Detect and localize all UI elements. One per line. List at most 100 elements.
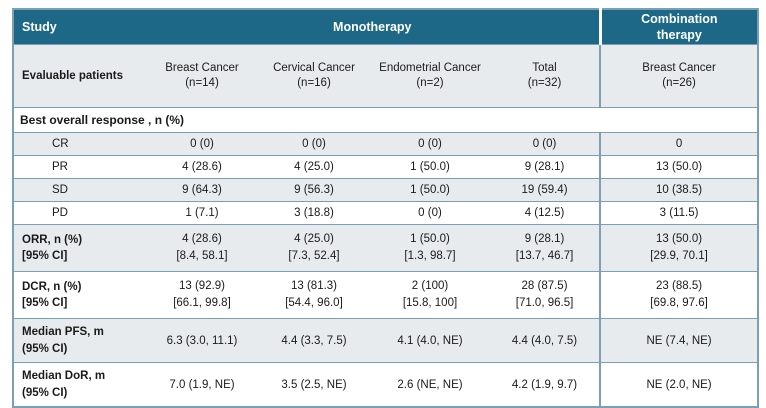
header-combination-therapy: Combination therapy xyxy=(598,9,759,45)
row-label: PD xyxy=(13,201,146,225)
cell-pd-breast-mono: 1 (7.1) xyxy=(146,201,258,225)
col-n: (n=26) xyxy=(662,77,696,89)
dcr-label: DCR, n (%) [95% CI] xyxy=(13,271,146,319)
value: 4 (25.0) xyxy=(294,233,334,246)
cell-pd-combo: 3 (11.5) xyxy=(599,201,759,225)
col-name: Breast Cancer xyxy=(165,62,239,75)
cell-pr-total: 9 (28.1) xyxy=(490,155,601,179)
cell-dcr-cervical: 13 (81.3) [54.4, 96.0] xyxy=(258,271,370,319)
col-n: (n=2) xyxy=(416,77,444,89)
evaluable-patients-row: Evaluable patients Breast Cancer (n=14) … xyxy=(13,44,759,108)
cell-dcr-breast-mono: 13 (92.9) [66.1, 99.8] xyxy=(146,271,258,319)
median-dor-label-line1: Median DoR, m xyxy=(22,370,106,383)
ci: [13.7, 46.7] xyxy=(515,250,574,262)
cell-sd-endometrial: 1 (50.0) xyxy=(370,178,490,202)
evaluable-patients-label: Evaluable patients xyxy=(13,44,146,108)
median-dor-label: Median DoR, m (95% CI) xyxy=(13,362,146,407)
row-pr: PR 4 (28.6) 4 (25.0) 1 (50.0) 9 (28.1) 1… xyxy=(13,155,759,179)
orr-label: ORR, n (%) [95% CI] xyxy=(13,224,146,272)
col-n: (n=32) xyxy=(527,77,562,89)
median-pfs-label-line2: (95% CI) xyxy=(22,342,68,355)
col-n: (n=16) xyxy=(297,77,331,89)
row-label: PR xyxy=(13,155,146,179)
cell-pr-cervical: 4 (25.0) xyxy=(258,155,370,179)
cell-cr-combo: 0 xyxy=(599,132,759,156)
ci: [7.3, 52.4] xyxy=(288,250,340,262)
cell-dcr-combo: 23 (88.5) [69.8, 97.6] xyxy=(599,271,759,319)
cell-cr-cervical: 0 (0) xyxy=(258,132,370,156)
table-header-row: Study Monotherapy Combination therapy xyxy=(13,9,759,45)
cell-pfs-breast-mono: 6.3 (3.0, 11.1) xyxy=(146,318,258,363)
section-row: Best overall response , n (%) xyxy=(13,107,759,133)
cell-pr-combo: 13 (50.0) xyxy=(599,155,759,179)
combination-therapy-label: Combination therapy xyxy=(641,11,718,42)
ci: [66.1, 99.8] xyxy=(173,297,231,309)
cell-dor-combo: NE (2.0, NE) xyxy=(599,362,759,407)
value: 13 (92.9) xyxy=(178,280,226,293)
cell-orr-breast-mono: 4 (28.6) [8.4, 58.1] xyxy=(146,224,258,272)
value: 1 (50.0) xyxy=(410,233,450,246)
col-header-endometrial-cancer: Endometrial Cancer (n=2) xyxy=(370,44,490,108)
cell-cr-total: 0 (0) xyxy=(490,132,601,156)
value: 13 (50.0) xyxy=(656,233,703,246)
col-name: Endometrial Cancer xyxy=(379,62,481,75)
cell-dor-total: 4.2 (1.9, 9.7) xyxy=(490,362,601,407)
cell-pfs-total: 4.4 (4.0, 7.5) xyxy=(490,318,601,363)
dcr-label-line2: [95% CI] xyxy=(22,297,68,309)
cell-cr-breast-mono: 0 (0) xyxy=(146,132,258,156)
col-name: Cervical Cancer xyxy=(273,62,355,75)
orr-label-line1: ORR, n (%) xyxy=(22,233,83,246)
col-name: Breast Cancer xyxy=(642,62,716,75)
ci: [69.8, 97.6] xyxy=(650,297,708,309)
ci: [71.0, 96.5] xyxy=(515,297,574,309)
median-pfs-label: Median PFS, m (95% CI) xyxy=(13,318,146,363)
ci: [8.4, 58.1] xyxy=(176,250,228,262)
row-median-dor: Median DoR, m (95% CI) 7.0 (1.9, NE) 3.5… xyxy=(13,362,759,407)
header-study: Study xyxy=(13,9,146,45)
row-orr: ORR, n (%) [95% CI] 4 (28.6) [8.4, 58.1]… xyxy=(13,224,759,272)
value: 13 (81.3) xyxy=(290,280,338,293)
ci: [1.3, 98.7] xyxy=(404,250,456,262)
cell-orr-combo: 13 (50.0) [29.9, 70.1] xyxy=(599,224,759,272)
cell-pd-endometrial: 0 (0) xyxy=(370,201,490,225)
row-pd: PD 1 (7.1) 3 (18.8) 0 (0) 4 (12.5) 3 (11… xyxy=(13,201,759,225)
value: 4 (28.6) xyxy=(182,233,222,246)
col-header-breast-cancer-mono: Breast Cancer (n=14) xyxy=(146,44,258,108)
cell-dor-endometrial: 2.6 (NE, NE) xyxy=(370,362,490,407)
row-cr: CR 0 (0) 0 (0) 0 (0) 0 (0) 0 xyxy=(13,132,759,156)
cell-sd-combo: 10 (38.5) xyxy=(599,178,759,202)
col-header-breast-cancer-combo: Breast Cancer (n=26) xyxy=(599,44,759,108)
cell-pfs-endometrial: 4.1 (4.0, NE) xyxy=(370,318,490,363)
row-label: CR xyxy=(13,132,146,156)
ci: [54.4, 96.0] xyxy=(285,297,343,309)
value: 9 (28.1) xyxy=(524,233,565,246)
cell-pr-breast-mono: 4 (28.6) xyxy=(146,155,258,179)
col-header-total: Total (n=32) xyxy=(490,44,601,108)
table-wrapper: Study Monotherapy Combination therapy Ev… xyxy=(12,8,760,408)
results-table: Study Monotherapy Combination therapy Ev… xyxy=(12,8,760,408)
value: 23 (88.5) xyxy=(656,280,703,293)
ci: [29.9, 70.1] xyxy=(650,250,708,262)
cell-cr-endometrial: 0 (0) xyxy=(370,132,490,156)
orr-label-line2: [95% CI] xyxy=(22,250,68,262)
median-dor-label-line2: (95% CI) xyxy=(22,386,68,399)
cell-orr-cervical: 4 (25.0) [7.3, 52.4] xyxy=(258,224,370,272)
row-sd: SD 9 (64.3) 9 (56.3) 1 (50.0) 19 (59.4) … xyxy=(13,178,759,202)
cell-orr-endometrial: 1 (50.0) [1.3, 98.7] xyxy=(370,224,490,272)
value: 28 (87.5) xyxy=(521,280,568,293)
cell-pr-endometrial: 1 (50.0) xyxy=(370,155,490,179)
col-name: Total xyxy=(532,62,557,75)
cell-sd-cervical: 9 (56.3) xyxy=(258,178,370,202)
row-median-pfs: Median PFS, m (95% CI) 6.3 (3.0, 11.1) 4… xyxy=(13,318,759,363)
cell-sd-total: 19 (59.4) xyxy=(490,178,601,202)
cell-orr-total: 9 (28.1) [13.7, 46.7] xyxy=(490,224,601,272)
cell-pfs-cervical: 4.4 (3.3, 7.5) xyxy=(258,318,370,363)
cell-pd-total: 4 (12.5) xyxy=(490,201,601,225)
header-monotherapy: Monotherapy xyxy=(146,9,601,45)
section-label-best-overall-response: Best overall response , n (%) xyxy=(13,107,759,133)
row-dcr: DCR, n (%) [95% CI] 13 (92.9) [66.1, 99.… xyxy=(13,271,759,319)
cell-dor-cervical: 3.5 (2.5, NE) xyxy=(258,362,370,407)
cell-sd-breast-mono: 9 (64.3) xyxy=(146,178,258,202)
cell-dor-breast-mono: 7.0 (1.9, NE) xyxy=(146,362,258,407)
col-n: (n=14) xyxy=(185,77,219,89)
